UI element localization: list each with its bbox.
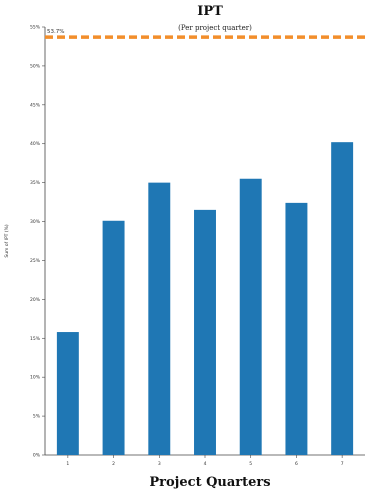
y-tick-label: 30% [30, 219, 41, 225]
y-tick-label: 20% [30, 297, 41, 303]
x-tick-label: 2 [112, 461, 115, 467]
x-axis-ticks: 1 2 3 4 5 6 7 [66, 455, 344, 467]
reference-line-label: 53.7% [47, 29, 64, 35]
x-tick-label: 1 [66, 461, 69, 467]
y-tick-label: 35% [30, 180, 41, 186]
bar [194, 209, 216, 455]
x-tick-label: 4 [204, 461, 207, 467]
bar-series [56, 142, 354, 456]
chart-title: IPT [197, 4, 223, 19]
x-axis-label: Project Quarters [149, 475, 270, 490]
bar [56, 332, 79, 455]
y-tick-label: 15% [30, 336, 41, 342]
y-axis-ticks: 0% 5% 10% 15% 20% 25% 30% 35% 40% 45% 50% 55% [30, 25, 45, 459]
x-tick-label: 5 [249, 461, 252, 467]
x-tick-label: 3 [158, 461, 161, 467]
chart-subtitle: (Per project quarter) [178, 24, 252, 32]
y-tick-label: 0% [33, 453, 41, 459]
y-axis-label: Sum of IPT (%) [4, 224, 10, 258]
bar [148, 182, 171, 456]
y-tick-label: 25% [30, 258, 41, 264]
bar [102, 220, 125, 455]
x-tick-label: 7 [341, 461, 344, 467]
y-tick-label: 10% [30, 375, 41, 381]
bar [331, 142, 354, 456]
y-tick-label: 5% [33, 414, 41, 420]
bar [285, 202, 308, 455]
bar [239, 178, 262, 455]
y-tick-label: 50% [30, 63, 41, 69]
y-tick-label: 40% [30, 141, 41, 147]
y-tick-label: 45% [30, 102, 41, 108]
x-tick-label: 6 [295, 461, 298, 467]
y-tick-label: 55% [30, 25, 41, 31]
